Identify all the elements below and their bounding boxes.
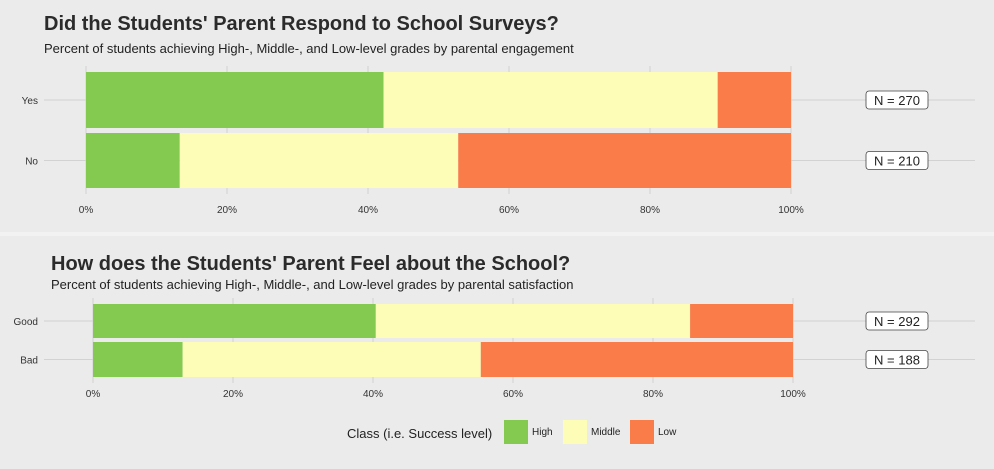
x-tick-label: 60% [499,205,519,216]
sample-size-label: N = 270 [865,90,929,110]
legend-title: Class (i.e. Success level) [347,426,493,441]
category-label: Bad [20,356,38,367]
x-tick-label: 40% [358,205,378,216]
svg-text:N = 292: N = 292 [874,314,920,329]
bar-segment-low [458,133,791,188]
legend-key-low [630,420,654,444]
x-tick-label: 0% [86,389,101,400]
legend-label-high: High [532,427,553,438]
legend-key-middle [563,420,587,444]
plot-area: 0% 20% 40% 60% 80% 100% Yes N = 270 No N = 210 [22,66,975,216]
x-tick-label: 20% [223,389,243,400]
x-tick-label: 60% [503,389,523,400]
category-label: Good [14,317,38,328]
x-tick-label: 40% [363,389,383,400]
sample-size-label: N = 292 [865,311,929,331]
x-tick-label: 80% [643,389,663,400]
x-tick-label: 100% [778,205,804,216]
sample-size-label: N = 210 [865,151,929,170]
chart-title: Did the Students' Parent Respond to Scho… [44,13,559,35]
bar-segment-low [717,72,791,128]
panel-divider [0,232,994,236]
bar-segment-middle [179,133,459,188]
bar-segment-low [480,342,793,377]
chart-title: How does the Students' Parent Feel about… [51,253,571,275]
legend-label-low: Low [658,427,677,438]
category-label: Yes [22,96,38,107]
category-label: No [25,157,38,168]
bar-segment-middle [182,342,481,377]
chart-panel-satisfaction: How does the Students' Parent Feel about… [0,236,994,469]
x-tick-label: 20% [217,205,237,216]
plot-area: 0% 20% 40% 60% 80% 100% Good N = 292 Bad N = 188 [14,298,975,400]
sample-size-label: N = 188 [865,350,929,369]
legend-key-high [504,420,528,444]
bar-segment-high [93,304,376,338]
svg-text:N = 210: N = 210 [874,154,920,169]
chart-subtitle: Percent of students achieving High-, Mid… [44,41,574,56]
svg-text:N = 188: N = 188 [874,353,920,368]
bar-segment-middle [383,72,718,128]
chart-subtitle: Percent of students achieving High-, Mid… [51,277,574,292]
bar-segment-middle [375,304,691,338]
svg-text:N = 270: N = 270 [874,93,920,108]
x-tick-label: 0% [79,205,94,216]
x-tick-label: 80% [640,205,660,216]
x-tick-label: 100% [780,389,806,400]
legend-label-middle: Middle [591,427,621,438]
bar-segment-high [86,133,180,188]
chart-panel-surveys: Did the Students' Parent Respond to Scho… [0,0,994,232]
legend: Class (i.e. Success level) High Middle L… [0,420,994,446]
bar-segment-low [690,304,793,338]
bar-segment-high [93,342,183,377]
bar-segment-high [86,72,384,128]
